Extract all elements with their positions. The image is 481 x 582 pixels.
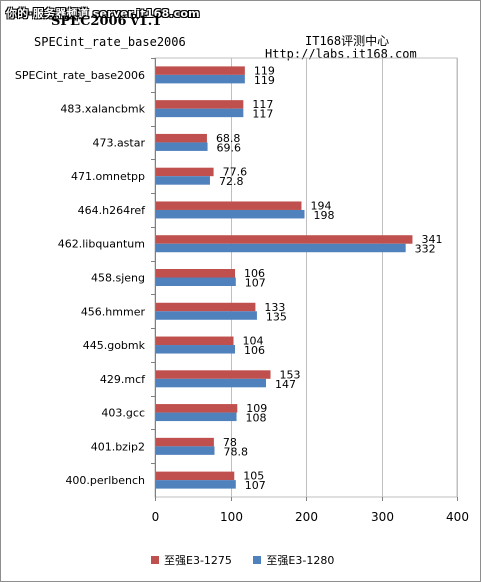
- data-label-e3-1280: 107: [245, 479, 266, 492]
- category-label: 429.mcf: [100, 373, 146, 386]
- data-label-e3-1275: 341: [421, 233, 442, 246]
- data-label-e3-1275: 153: [280, 368, 301, 381]
- bar-e3-1275: [156, 66, 245, 75]
- chart-subtitle: SPECint_rate_base2006: [34, 35, 186, 49]
- data-label-e3-1275: 106: [244, 267, 265, 280]
- data-label-e3-1280: 69.6: [217, 141, 242, 154]
- category-label: 403.gcc: [101, 407, 145, 420]
- data-label-e3-1280: 78.8: [223, 445, 248, 458]
- category-label: 445.gobmk: [83, 339, 146, 352]
- x-tick-label: 400: [446, 510, 469, 524]
- legend-label-e3-1280: 至强E3-1280: [266, 554, 335, 567]
- bar-e3-1280: [156, 345, 236, 354]
- category-label: 400.perlbench: [65, 474, 145, 487]
- legend-swatch-e3-1275: [151, 556, 159, 564]
- category-label: SPECint_rate_base2006: [15, 69, 145, 82]
- bar-e3-1275: [156, 100, 244, 109]
- bar-e3-1280: [156, 446, 215, 455]
- legend: 至强E3-1275 至强E3-1280: [151, 552, 352, 568]
- bar-e3-1275: [156, 370, 271, 379]
- bar-e3-1280: [156, 480, 236, 489]
- bar-e3-1275: [156, 302, 256, 312]
- data-label-e3-1280: 135: [266, 310, 287, 323]
- bar-e3-1280: [156, 311, 257, 320]
- bar-e3-1275: [156, 471, 235, 481]
- data-label-e3-1275: 194: [310, 199, 331, 212]
- bar-e3-1275: [156, 133, 207, 143]
- data-label-e3-1280: 198: [313, 209, 334, 222]
- bar-e3-1275: [156, 167, 214, 177]
- bar-e3-1275: [156, 336, 234, 346]
- legend-label-e3-1275: 至强E3-1275: [164, 554, 232, 567]
- x-tick-label: 300: [371, 510, 394, 524]
- data-label-e3-1275: 117: [252, 98, 273, 111]
- bar-e3-1280: [156, 412, 237, 422]
- x-tick-label: 0: [152, 510, 160, 524]
- bar-e3-1275: [156, 235, 413, 244]
- bar-e3-1280: [156, 108, 244, 118]
- chart-title: SPEC2006 v1.1: [51, 14, 162, 29]
- data-label-e3-1280: 108: [246, 412, 267, 425]
- data-label-e3-1275: 133: [264, 301, 285, 314]
- bar-e3-1275: [156, 201, 302, 210]
- category-label: 456.hmmer: [81, 305, 146, 318]
- data-label-e3-1280: 106: [244, 344, 265, 357]
- data-label-e3-1280: 332: [415, 243, 436, 256]
- bar-e3-1280: [156, 209, 305, 219]
- data-label-e3-1275: 104: [243, 335, 264, 348]
- category-label: 471.omnetpp: [71, 170, 145, 183]
- category-label: 462.libquantum: [58, 238, 145, 251]
- data-label-e3-1280: 72.8: [219, 175, 244, 188]
- site-name: IT168评测中心: [305, 34, 390, 48]
- bar-e3-1280: [156, 142, 208, 151]
- category-label: 401.bzip2: [91, 440, 145, 453]
- legend-item-e3-1280: 至强E3-1280: [253, 552, 334, 568]
- x-tick-label: 200: [295, 510, 318, 524]
- category-label: 473.astar: [92, 136, 145, 149]
- bar-e3-1275: [156, 269, 236, 278]
- bar-e3-1275: [156, 437, 214, 447]
- data-label-e3-1275: 119: [254, 64, 275, 77]
- x-tick-label: 100: [220, 510, 243, 524]
- data-label-e3-1280: 119: [254, 74, 275, 87]
- data-label-e3-1280: 147: [275, 378, 296, 391]
- bar-e3-1280: [156, 243, 406, 253]
- data-label-e3-1275: 68.8: [216, 132, 241, 145]
- bar-e3-1280: [156, 74, 245, 84]
- data-label-e3-1280: 107: [245, 277, 266, 290]
- data-label-e3-1275: 109: [246, 402, 267, 415]
- bar-e3-1280: [156, 176, 210, 185]
- bar-e3-1280: [156, 378, 266, 388]
- category-label: 464.h264ref: [78, 204, 147, 217]
- category-label: 483.xalancbmk: [60, 103, 145, 116]
- legend-swatch-e3-1280: [253, 556, 262, 564]
- data-label-e3-1280: 117: [252, 108, 273, 121]
- data-label-e3-1275: 78: [223, 436, 237, 449]
- category-label: 458.sjeng: [91, 272, 145, 285]
- watermark: 你的·服务器频道 server.it168.com: [6, 7, 200, 20]
- legend-item-e3-1275: 至强E3-1275: [151, 552, 232, 568]
- bar-e3-1280: [156, 277, 236, 286]
- bar-e3-1275: [156, 404, 238, 413]
- data-label-e3-1275: 105: [243, 470, 264, 483]
- data-label-e3-1275: 77.6: [223, 166, 248, 179]
